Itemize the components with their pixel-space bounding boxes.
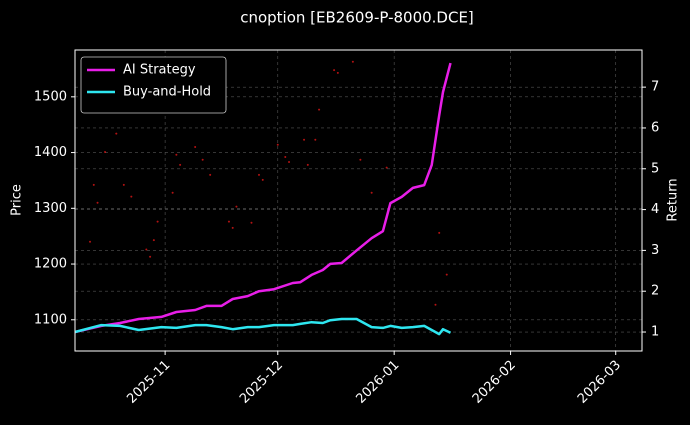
price-point — [303, 138, 306, 141]
price-point — [194, 145, 197, 148]
price-point — [115, 132, 118, 135]
price-point — [370, 191, 373, 194]
y2-axis-label: Return — [666, 178, 681, 221]
price-point — [351, 60, 354, 63]
y2-tick-label: 7 — [651, 80, 659, 95]
y2-tick-label: 4 — [651, 202, 659, 217]
price-point — [96, 201, 99, 204]
y2-tick-label: 5 — [651, 161, 659, 176]
price-point — [179, 163, 182, 166]
legend-label: Buy-and-Hold — [123, 85, 211, 100]
price-point — [122, 183, 125, 186]
price-point — [201, 158, 204, 161]
price-point — [149, 255, 152, 258]
chart-title: cnoption [EB2609-P-8000.DCE] — [240, 9, 474, 27]
price-point — [171, 191, 174, 194]
y2-tick-label: 1 — [651, 325, 659, 340]
y2-tick-label: 2 — [651, 284, 659, 299]
price-point — [152, 239, 155, 242]
price-point — [385, 166, 388, 169]
price-point — [250, 221, 253, 224]
price-point — [284, 156, 287, 159]
legend: AI Strategy Buy-and-Hold — [80, 56, 227, 114]
legend-label: AI Strategy — [123, 63, 196, 78]
price-point — [231, 226, 234, 229]
plot-frame — [74, 49, 643, 352]
price-point — [156, 220, 159, 223]
price-point — [92, 183, 95, 186]
price-point — [175, 153, 178, 156]
y2-tick-label: 3 — [651, 243, 659, 258]
series-line — [74, 317, 452, 336]
y-tick-label: 1200 — [34, 257, 67, 272]
price-point — [306, 163, 309, 166]
price-point — [314, 138, 317, 141]
price-point — [445, 273, 448, 276]
price-point — [318, 108, 321, 111]
legend-box — [80, 56, 227, 114]
price-point — [104, 151, 107, 154]
price-point — [209, 173, 212, 176]
price-point — [288, 161, 291, 164]
price-point — [359, 158, 362, 161]
y-axis-label: Price — [10, 184, 25, 216]
y-tick-label: 1100 — [34, 312, 67, 327]
price-point — [235, 205, 238, 208]
price-point — [438, 231, 441, 234]
y-tick-label: 1500 — [34, 89, 67, 104]
price-point — [145, 248, 148, 251]
price-point — [434, 303, 437, 306]
price-point — [257, 173, 260, 176]
price-point — [227, 220, 230, 223]
price-point — [130, 195, 133, 198]
price-point — [276, 143, 279, 146]
series-line — [74, 62, 452, 334]
y-tick-label: 1400 — [34, 145, 67, 160]
price-point — [89, 240, 92, 243]
y2-tick-label: 6 — [651, 120, 659, 135]
price-point — [336, 71, 339, 74]
price-point — [333, 69, 336, 72]
y-tick-label: 1300 — [34, 201, 67, 216]
price-point — [261, 178, 264, 181]
